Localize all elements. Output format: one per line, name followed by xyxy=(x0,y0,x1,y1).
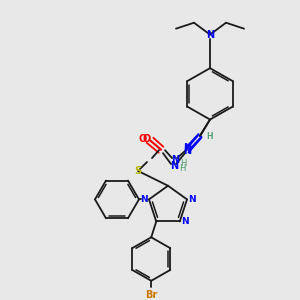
Text: N: N xyxy=(183,146,191,156)
Text: N: N xyxy=(183,143,191,153)
Text: O: O xyxy=(139,134,147,144)
Text: Br: Br xyxy=(145,290,158,300)
Text: S: S xyxy=(134,166,142,176)
Text: H: H xyxy=(206,132,212,141)
Text: N: N xyxy=(170,161,178,171)
Text: N: N xyxy=(188,195,196,204)
Text: N: N xyxy=(181,217,189,226)
Text: H: H xyxy=(180,158,186,167)
Text: O: O xyxy=(143,134,151,144)
Text: N: N xyxy=(140,195,148,204)
Text: N: N xyxy=(206,30,214,40)
Text: N: N xyxy=(171,155,179,165)
Text: H: H xyxy=(179,164,185,173)
Text: H: H xyxy=(206,132,212,141)
